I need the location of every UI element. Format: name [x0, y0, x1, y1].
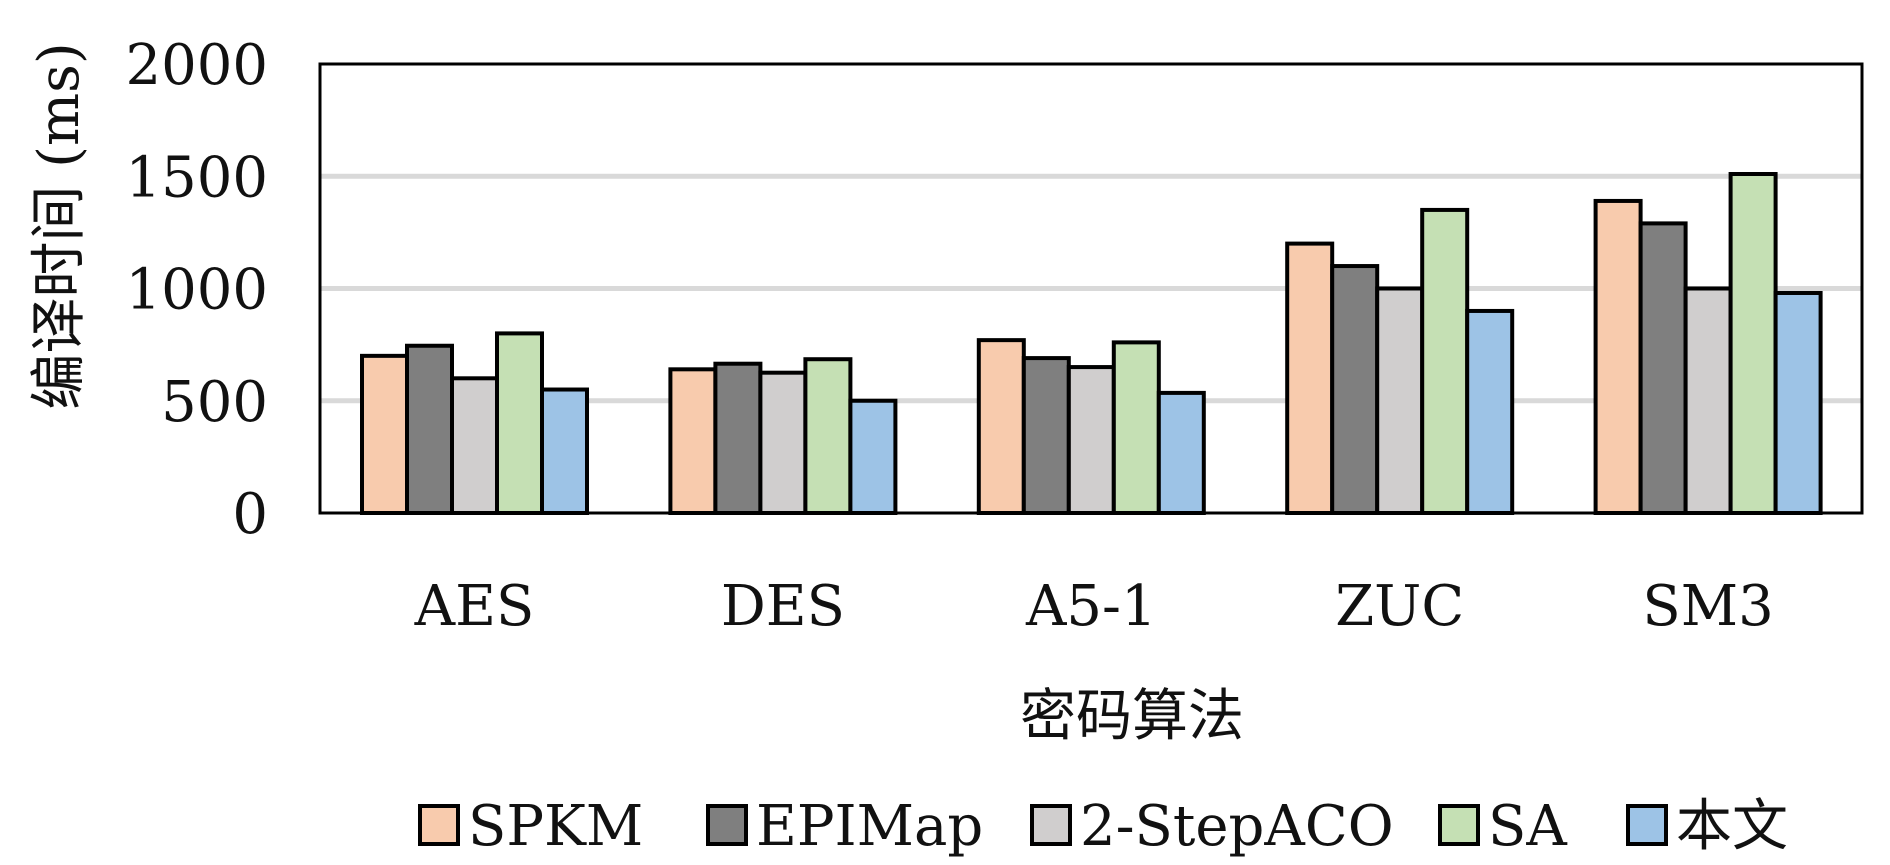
bar-A5-1-0 [976, 338, 1026, 516]
y-tick-label: 1500 [125, 145, 268, 210]
x-tick-labels: AES DES A5-1 ZUC SM3 [414, 574, 1774, 639]
bar-DES-0 [668, 367, 718, 515]
legend-swatch [706, 804, 748, 846]
y-tick-label: 2000 [125, 33, 268, 98]
bar-SM3-4 [1773, 290, 1823, 515]
legend-label: 2-StepACO [1080, 794, 1394, 859]
bar-SM3-1 [1638, 221, 1688, 516]
legend: SPKM EPIMap 2-StepACO SA 本文 [418, 794, 1788, 859]
y-axis-title: 编译时间 (ms) [27, 42, 92, 409]
legend-label: 本文 [1676, 794, 1788, 859]
x-tick-label: ZUC [1335, 574, 1464, 639]
plot-frame [318, 62, 1864, 515]
bar-AES-1 [405, 343, 454, 515]
bar-ZUC-2 [1375, 286, 1425, 515]
bar-AES-3 [495, 331, 544, 515]
legend-label: EPIMap [756, 794, 983, 859]
y-tick-labels: 0 500 1000 1500 2000 [125, 33, 268, 547]
y-tick-label: 0 [232, 482, 268, 547]
legend-label: SPKM [468, 794, 643, 859]
bar-DES-2 [758, 370, 808, 515]
x-tick-label: A5-1 [1025, 574, 1157, 639]
bar-SM3-3 [1728, 172, 1778, 515]
bar-AES-0 [360, 353, 409, 515]
bar-A5-1-2 [1066, 365, 1116, 516]
bar-AES-4 [540, 387, 589, 515]
bar-SM3-0 [1593, 198, 1643, 515]
x-tick-label: AES [414, 574, 535, 639]
bar-A5-1-3 [1111, 340, 1161, 515]
legend-swatch [1030, 804, 1072, 846]
legend-label: SA [1488, 794, 1567, 859]
legend-swatch [1626, 804, 1668, 846]
bars [360, 172, 1823, 516]
x-tick-label: SM3 [1642, 574, 1773, 639]
x-axis-title: 密码算法 [1020, 684, 1244, 749]
bar-DES-1 [713, 361, 763, 515]
bar-DES-3 [803, 357, 853, 515]
bar-ZUC-1 [1330, 264, 1380, 515]
x-tick-label: DES [721, 574, 845, 639]
bar-A5-1-1 [1021, 356, 1071, 515]
bar-ZUC-3 [1420, 207, 1470, 516]
y-tick-label: 500 [161, 370, 268, 435]
bar-SM3-2 [1683, 286, 1733, 515]
y-tick-label: 1000 [125, 258, 268, 323]
bar-AES-2 [450, 376, 499, 515]
legend-swatch [1438, 804, 1480, 846]
bar-ZUC-4 [1465, 308, 1515, 516]
bar-A5-1-4 [1156, 390, 1206, 515]
legend-swatch [418, 804, 460, 846]
bar-ZUC-0 [1285, 241, 1335, 515]
bar-DES-4 [848, 398, 898, 515]
